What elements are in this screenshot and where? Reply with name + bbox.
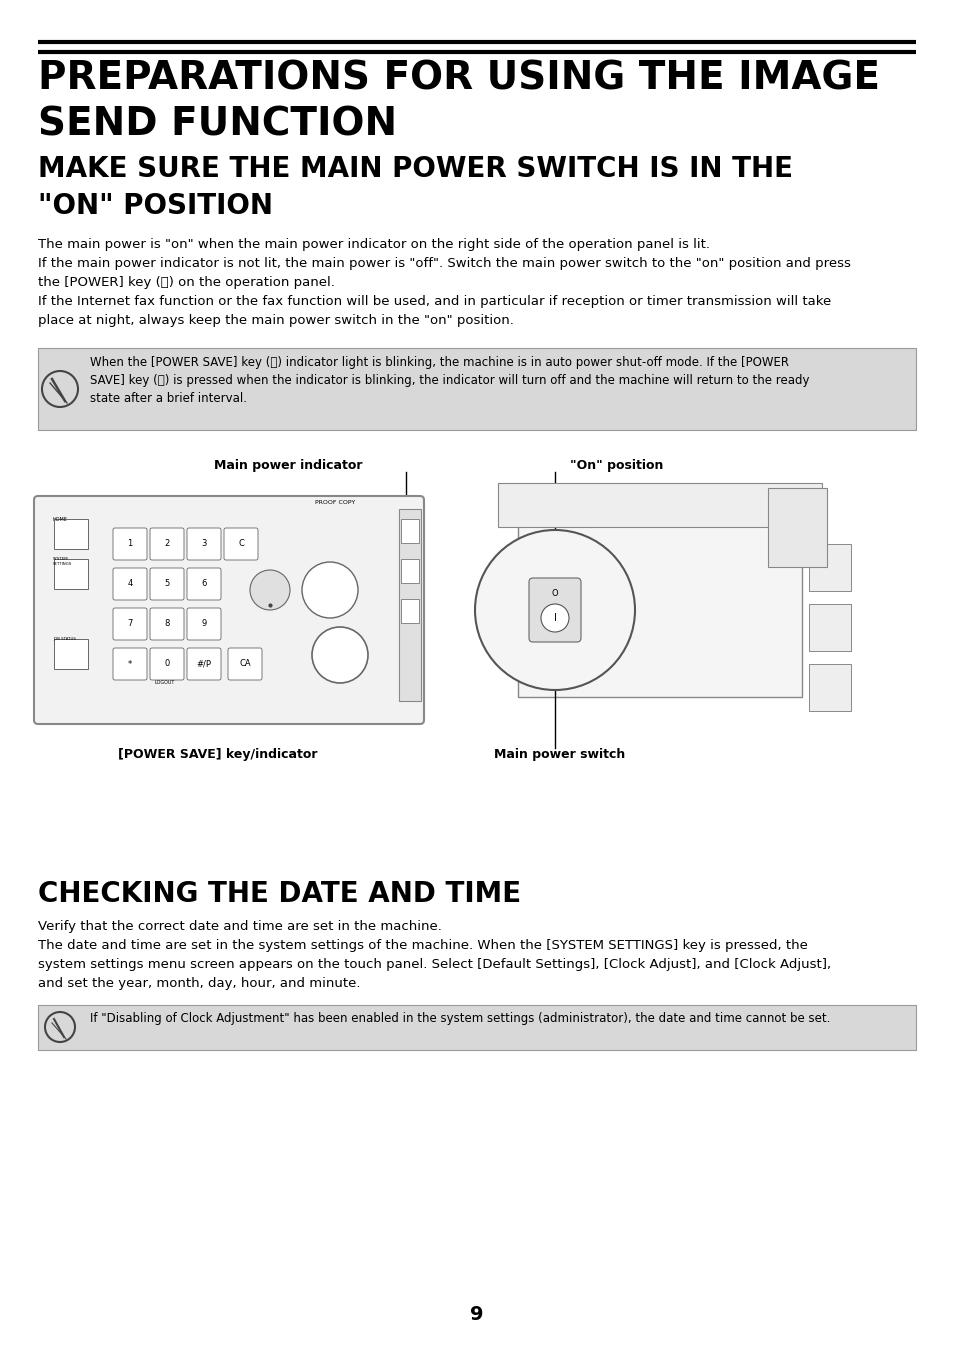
Text: 4: 4 [128,580,132,589]
FancyBboxPatch shape [54,559,88,589]
FancyBboxPatch shape [150,528,184,561]
FancyBboxPatch shape [150,567,184,600]
Text: the [POWER] key (ⓔ) on the operation panel.: the [POWER] key (ⓔ) on the operation pan… [38,276,335,289]
Circle shape [302,562,357,617]
FancyBboxPatch shape [400,519,418,543]
Text: "ON" POSITION: "ON" POSITION [38,192,273,220]
Text: C: C [238,539,244,549]
Text: JOB STATUS: JOB STATUS [53,638,76,640]
Text: place at night, always keep the main power switch in the "on" position.: place at night, always keep the main pow… [38,313,514,327]
Text: system settings menu screen appears on the touch panel. Select [Default Settings: system settings menu screen appears on t… [38,958,830,971]
Text: MAKE SURE THE MAIN POWER SWITCH IS IN THE: MAKE SURE THE MAIN POWER SWITCH IS IN TH… [38,155,792,182]
FancyBboxPatch shape [54,639,88,669]
Text: [POWER SAVE] key/indicator: [POWER SAVE] key/indicator [118,748,317,761]
FancyBboxPatch shape [112,608,147,640]
Text: 3: 3 [201,539,207,549]
Text: 9: 9 [470,1305,483,1324]
Text: CA: CA [239,659,251,669]
Circle shape [250,570,290,611]
FancyBboxPatch shape [497,484,821,527]
Text: 9: 9 [201,620,207,628]
Text: 5: 5 [164,580,170,589]
Text: SYSTEM
SETTINGS: SYSTEM SETTINGS [53,557,72,566]
Text: 7: 7 [127,620,132,628]
FancyBboxPatch shape [529,578,580,642]
Text: The date and time are set in the system settings of the machine. When the [SYSTE: The date and time are set in the system … [38,939,807,952]
Circle shape [540,604,568,632]
Text: PREPARATIONS FOR USING THE IMAGE: PREPARATIONS FOR USING THE IMAGE [38,59,879,99]
Text: 6: 6 [201,580,207,589]
FancyBboxPatch shape [808,663,850,711]
Text: O: O [551,589,558,598]
Text: and set the year, month, day, hour, and minute.: and set the year, month, day, hour, and … [38,977,360,990]
Text: CHECKING THE DATE AND TIME: CHECKING THE DATE AND TIME [38,880,520,908]
FancyBboxPatch shape [112,567,147,600]
Text: #/P: #/P [196,659,212,669]
FancyBboxPatch shape [224,528,257,561]
FancyBboxPatch shape [228,648,262,680]
Text: PROOF COPY: PROOF COPY [314,500,355,505]
Text: Verify that the correct date and time are set in the machine.: Verify that the correct date and time ar… [38,920,441,934]
FancyBboxPatch shape [150,648,184,680]
Text: 0: 0 [164,659,170,669]
Text: The main power is "on" when the main power indicator on the right side of the op: The main power is "on" when the main pow… [38,238,709,251]
Text: Main power switch: Main power switch [494,748,625,761]
Text: I: I [553,613,556,623]
FancyBboxPatch shape [398,509,420,701]
Text: HOME: HOME [53,517,68,521]
FancyBboxPatch shape [150,608,184,640]
Text: If the main power indicator is not lit, the main power is "off". Switch the main: If the main power indicator is not lit, … [38,257,850,270]
FancyBboxPatch shape [54,519,88,549]
FancyBboxPatch shape [808,544,850,590]
FancyBboxPatch shape [517,503,801,697]
FancyBboxPatch shape [38,349,915,430]
Circle shape [312,627,368,684]
FancyBboxPatch shape [187,567,221,600]
FancyBboxPatch shape [400,598,418,623]
FancyBboxPatch shape [400,559,418,584]
Text: LOGOUT: LOGOUT [154,680,175,685]
FancyBboxPatch shape [34,496,423,724]
Circle shape [475,530,635,690]
Text: 1: 1 [128,539,132,549]
FancyBboxPatch shape [767,488,826,567]
FancyBboxPatch shape [187,528,221,561]
FancyBboxPatch shape [187,608,221,640]
Text: If "Disabling of Clock Adjustment" has been enabled in the system settings (admi: If "Disabling of Clock Adjustment" has b… [90,1012,829,1025]
Text: *: * [128,659,132,669]
Text: 8: 8 [164,620,170,628]
Text: Main power indicator: Main power indicator [213,459,362,471]
Text: "On" position: "On" position [569,459,662,471]
FancyBboxPatch shape [38,1005,915,1050]
FancyBboxPatch shape [112,648,147,680]
Text: When the [POWER SAVE] key (ⓢ) indicator light is blinking, the machine is in aut: When the [POWER SAVE] key (ⓢ) indicator … [90,357,809,405]
FancyBboxPatch shape [187,648,221,680]
Text: 2: 2 [164,539,170,549]
FancyBboxPatch shape [808,604,850,651]
FancyBboxPatch shape [112,528,147,561]
Text: SEND FUNCTION: SEND FUNCTION [38,105,396,143]
Text: If the Internet fax function or the fax function will be used, and in particular: If the Internet fax function or the fax … [38,295,830,308]
